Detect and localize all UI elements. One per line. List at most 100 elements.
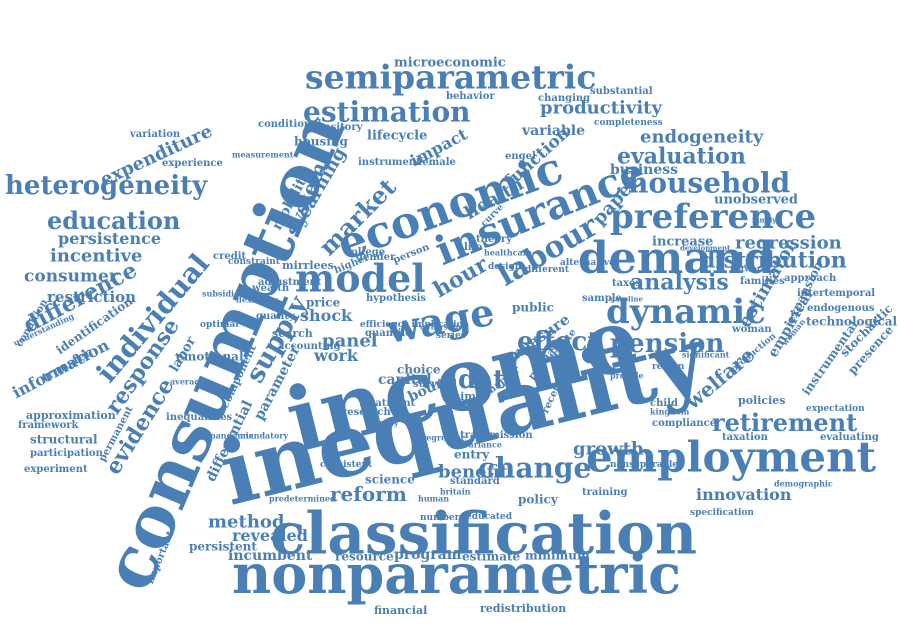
- cloud-word-181: healthcare: [484, 247, 532, 258]
- cloud-word-3: classification: [270, 499, 698, 568]
- cloud-word-69: instrumental: [799, 318, 861, 398]
- cloud-word-130: flexibility: [236, 294, 278, 305]
- cloud-word-47: innovation: [696, 485, 792, 505]
- cloud-word-195: ownership: [420, 322, 461, 332]
- cloud-word-179: theory: [476, 234, 513, 245]
- cloud-word-30: productivity: [540, 97, 662, 119]
- cloud-word-73: approach: [784, 273, 837, 284]
- cloud-word-27: regression: [735, 232, 842, 254]
- cloud-word-51: persistence: [58, 229, 162, 249]
- cloud-word-128: constraint: [228, 256, 280, 267]
- cloud-word-188: efficiency implication: [360, 319, 470, 330]
- cloud-word-90: benefit: [438, 461, 508, 483]
- cloud-word-117: variation: [130, 129, 181, 140]
- cloud-word-59: housing: [294, 134, 348, 149]
- cloud-word-83: panel: [322, 330, 378, 352]
- cloud-word-13: household: [628, 166, 791, 200]
- cloud-word-21: change: [478, 451, 592, 485]
- cloud-word-190: nonseparable: [610, 459, 679, 470]
- cloud-word-9: model: [295, 255, 426, 301]
- cloud-word-184: network: [730, 263, 767, 274]
- cloud-word-64: business: [610, 161, 679, 178]
- cloud-word-74: families: [740, 276, 785, 287]
- cloud-word-153: significant: [682, 349, 730, 360]
- cloud-word-133: adjustment: [258, 277, 322, 288]
- cloud-word-105: average: [170, 376, 206, 387]
- cloud-word-88: time: [455, 390, 483, 404]
- cloud-word-20: data: [458, 365, 522, 396]
- cloud-word-23: pension: [610, 329, 725, 360]
- cloud-word-45: estimate: [462, 549, 521, 564]
- cloud-word-186: invariance: [455, 439, 502, 450]
- cloud-word-132: mirrlees: [282, 259, 334, 273]
- cloud-word-137: college: [345, 247, 386, 258]
- cloud-word-99: framework: [18, 420, 79, 431]
- cloud-word-104: emotional: [176, 349, 244, 364]
- cloud-word-191: britain: [440, 486, 471, 497]
- cloud-word-194: series: [436, 330, 466, 341]
- cloud-word-131: optimal: [200, 319, 239, 330]
- cloud-word-167: pandemic: [210, 430, 254, 441]
- cloud-word-146: provide: [610, 370, 644, 381]
- cloud-word-171: accounting: [278, 341, 341, 352]
- cloud-word-75: policies: [738, 394, 786, 408]
- cloud-word-139: gender: [356, 252, 396, 263]
- cloud-word-172: hypothesis: [366, 293, 427, 304]
- cloud-word-125: instrument: [358, 157, 421, 168]
- cloud-word-123: substantial: [590, 86, 653, 97]
- cloud-word-94: science: [365, 472, 415, 487]
- cloud-word-178: different: [525, 264, 569, 275]
- cloud-word-185: family: [752, 215, 777, 225]
- cloud-word-173: quantile: [365, 328, 412, 339]
- cloud-word-22: effect: [517, 327, 600, 358]
- cloud-word-58: lifecycle: [367, 128, 428, 144]
- cloud-word-8: demand: [578, 232, 775, 284]
- cloud-word-80: woman: [732, 324, 772, 335]
- cloud-word-145: public: [512, 300, 554, 315]
- cloud-word-85: price: [306, 295, 341, 310]
- cloud-word-89: entry: [454, 447, 490, 462]
- cloud-word-10: semiparametric: [305, 57, 597, 97]
- cloud-word-140: choice: [397, 362, 441, 377]
- cloud-word-109: predetermined: [269, 493, 336, 504]
- cloud-word-135: quality: [256, 311, 295, 322]
- cloud-word-25: analysis: [630, 269, 729, 296]
- cloud-word-71: endogenous: [807, 303, 875, 314]
- cloud-word-29: endogeneity: [640, 126, 764, 148]
- cloud-word-101: participation: [30, 448, 103, 459]
- cloud-word-42: revealed: [232, 526, 308, 546]
- cloud-word-56: microeconomic: [394, 55, 506, 71]
- cloud-word-70: technological: [806, 314, 898, 329]
- cloud-word-189: development: [680, 243, 731, 253]
- cloud-word-26: distribution: [700, 247, 847, 274]
- cloud-word-159: transmission: [460, 430, 533, 441]
- cloud-word-41: method: [208, 511, 285, 533]
- cloud-word-57: variable: [522, 122, 585, 139]
- cloud-word-95: resource: [335, 549, 394, 564]
- cloud-word-77: evaluating: [820, 432, 879, 443]
- cloud-word-91: policy: [518, 492, 558, 507]
- cloud-word-28: evaluation: [617, 143, 746, 170]
- cloud-word-6: employment: [586, 432, 877, 482]
- cloud-word-169: research: [342, 407, 391, 418]
- cloud-word-96: financial: [374, 604, 428, 618]
- cloud-word-4: nonparametric: [232, 541, 682, 606]
- cloud-word-11: estimation: [303, 95, 471, 129]
- cloud-word-122: changing: [538, 93, 591, 104]
- cloud-word-46: minimum: [525, 548, 590, 563]
- cloud-word-93: human: [418, 493, 450, 504]
- cloud-word-192: binary: [370, 417, 399, 428]
- cloud-word-98: approximation: [26, 409, 116, 423]
- cloud-word-182: alternative: [560, 257, 615, 268]
- cloud-word-43: incumbent: [228, 547, 313, 564]
- cloud-word-100: experiment: [24, 464, 88, 475]
- cloud-word-144: sample: [582, 293, 622, 304]
- cloud-word-50: incentive: [50, 245, 143, 267]
- cloud-word-84: work: [314, 346, 358, 366]
- cloud-word-120: transitory: [307, 122, 363, 133]
- cloud-word-72: intertemporal: [797, 288, 876, 299]
- cloud-word-103: inequalities: [166, 412, 233, 423]
- cloud-word-127: credit: [213, 251, 247, 262]
- cloud-word-44: program: [394, 546, 462, 563]
